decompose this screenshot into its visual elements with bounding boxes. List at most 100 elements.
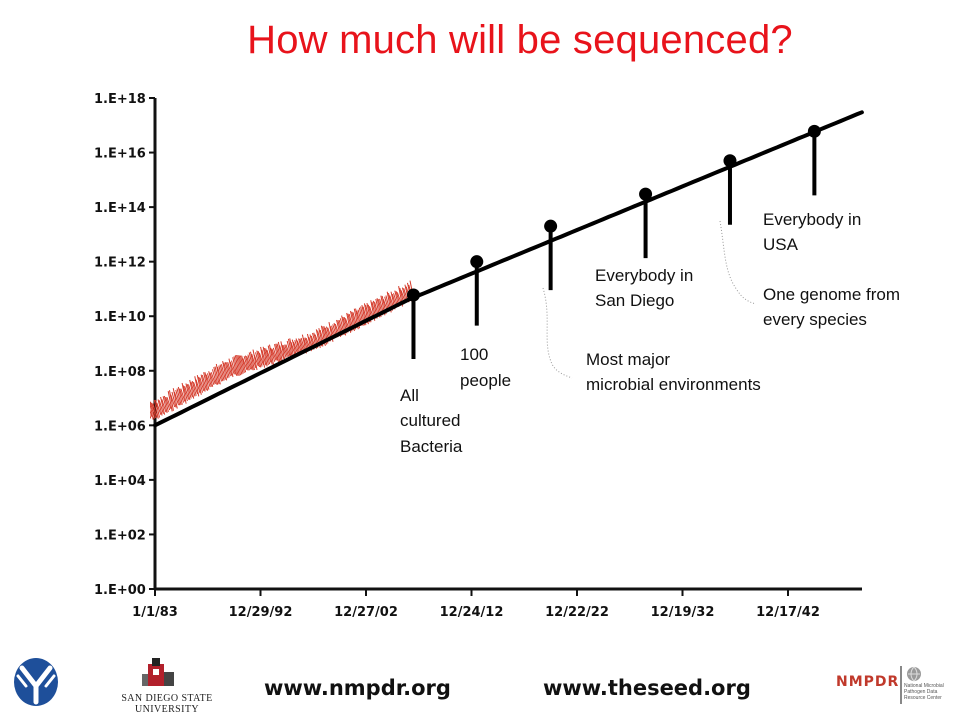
observed-data-stroke — [296, 340, 302, 353]
observed-data-stroke — [152, 403, 158, 418]
observed-data-stroke — [156, 402, 162, 415]
observed-data-stroke — [279, 345, 285, 359]
observed-data-stroke — [162, 396, 168, 413]
observed-data-stroke — [190, 381, 196, 397]
observed-data-stroke — [196, 374, 202, 395]
observed-data-stroke — [231, 360, 236, 375]
observed-data-stroke — [206, 373, 212, 387]
observed-data-stroke — [247, 354, 253, 370]
observed-data-stroke — [186, 383, 192, 399]
observed-data-stroke — [251, 353, 257, 369]
observed-data-stroke — [258, 352, 264, 365]
x-axis-ticks: 1/1/83 12/29/92 12/27/02 12/24/12 12/22/22 12… — [132, 589, 820, 620]
observed-data-stroke — [284, 344, 290, 357]
observed-data-stroke — [151, 402, 157, 419]
annotation-bacteria-line1: All — [400, 386, 419, 405]
observed-data-stroke — [249, 351, 255, 371]
annotation-usa-line2: USA — [763, 235, 799, 254]
observed-data-stroke — [174, 391, 179, 406]
nmpdr-logo-text: NMPDR — [836, 674, 900, 690]
observed-data-stroke — [237, 354, 243, 375]
observed-data-stroke — [175, 389, 181, 406]
observed-data-stroke — [228, 358, 234, 378]
observed-data-stroke — [280, 341, 286, 361]
observed-data-stroke — [200, 374, 206, 392]
observed-data-stroke — [165, 396, 171, 411]
observed-data-stroke — [227, 361, 233, 376]
observed-data-stroke — [184, 385, 190, 400]
annotation-san-diego: Everybody in San Diego — [595, 266, 698, 310]
observed-data-stroke — [219, 364, 225, 381]
observed-data-stroke — [215, 363, 221, 385]
observed-data-stroke — [236, 354, 242, 376]
observed-data-stroke — [270, 347, 276, 362]
observed-data-stroke — [260, 346, 266, 368]
observed-data-stroke — [232, 357, 238, 376]
y-tick-label: 1.E+16 — [94, 147, 146, 162]
observed-data-stroke — [150, 413, 152, 419]
theseed-url-link[interactable]: www.theseed.org — [543, 676, 751, 700]
annotation-san-diego-line1: Everybody in — [595, 266, 693, 285]
x-tick-label: 1/1/83 — [132, 605, 178, 620]
observed-data-stroke — [255, 352, 261, 368]
observed-data-stroke — [172, 388, 178, 409]
observed-data-stroke — [256, 350, 262, 368]
observed-data-stroke — [163, 395, 169, 412]
observed-data-stroke — [212, 369, 217, 385]
x-tick-label: 12/24/12 — [440, 605, 504, 620]
observed-data-stroke — [179, 388, 185, 403]
observed-data-stroke — [155, 399, 161, 418]
sdsu-name-line2: UNIVERSITY — [135, 704, 199, 715]
globe-icon — [907, 666, 921, 682]
observed-data-stroke — [268, 344, 274, 365]
observed-data-stroke — [294, 340, 300, 355]
annotation-species: One genome from every species — [763, 285, 905, 329]
observed-data-stroke — [213, 366, 219, 385]
left-institution-logo — [14, 658, 58, 706]
observed-data-stroke — [233, 356, 239, 376]
observed-data-stroke — [257, 350, 263, 367]
observed-data-stroke — [289, 338, 295, 358]
observed-data-stroke — [274, 344, 280, 363]
x-tick-label: 12/22/22 — [545, 605, 609, 620]
observed-data-stroke — [150, 409, 153, 417]
observed-data-stroke — [253, 354, 259, 367]
y-tick-label: 1.E+04 — [94, 474, 146, 489]
milestone-point — [639, 187, 653, 201]
observed-data-stroke — [276, 343, 282, 362]
observed-data-stroke — [140, 402, 144, 418]
observed-data-stroke — [208, 371, 214, 387]
y-axis-ticks: 1.E+00 1.E+02 1.E+04 1.E+06 1.E+08 1.E+10 1.E+… — [94, 92, 155, 598]
observed-data-stroke — [180, 388, 186, 402]
x-tick-label: 12/29/92 — [229, 605, 293, 620]
observed-data-stroke — [187, 384, 193, 398]
x-tick-label: 12/19/32 — [651, 605, 715, 620]
x-tick-label: 12/27/02 — [334, 605, 398, 620]
observed-data-stroke — [242, 358, 248, 371]
nmpdr-logo-divider — [900, 666, 902, 704]
annotation-microbial-line1: Most major — [586, 350, 670, 369]
observed-data-stroke — [271, 348, 277, 361]
observed-data-stroke — [209, 372, 215, 385]
observed-data-stroke — [210, 372, 216, 385]
observed-data-stroke — [267, 345, 273, 365]
observed-data-stroke — [170, 394, 176, 408]
observed-data-stroke — [222, 361, 228, 381]
observed-data-stroke — [204, 372, 210, 390]
observed-data-stroke — [246, 355, 252, 370]
observed-data-stroke — [285, 344, 291, 357]
sdsu-tower-icon — [142, 658, 174, 686]
observed-data-stroke — [150, 401, 154, 420]
projected-trend-line — [153, 110, 864, 428]
observed-data-stroke — [282, 345, 288, 357]
nmpdr-url-link[interactable]: www.nmpdr.org — [264, 676, 451, 700]
observed-data-stroke — [194, 376, 200, 397]
milestone-point — [807, 124, 821, 138]
annotation-bacteria-line3: Bacteria — [400, 437, 463, 456]
observed-data-stroke — [220, 364, 226, 380]
observed-data-stroke — [277, 341, 283, 362]
observed-data-stroke — [176, 388, 182, 406]
annotation-species-line2: every species — [763, 310, 867, 329]
observed-data-stroke — [214, 366, 220, 385]
observed-data-stroke — [153, 399, 159, 419]
